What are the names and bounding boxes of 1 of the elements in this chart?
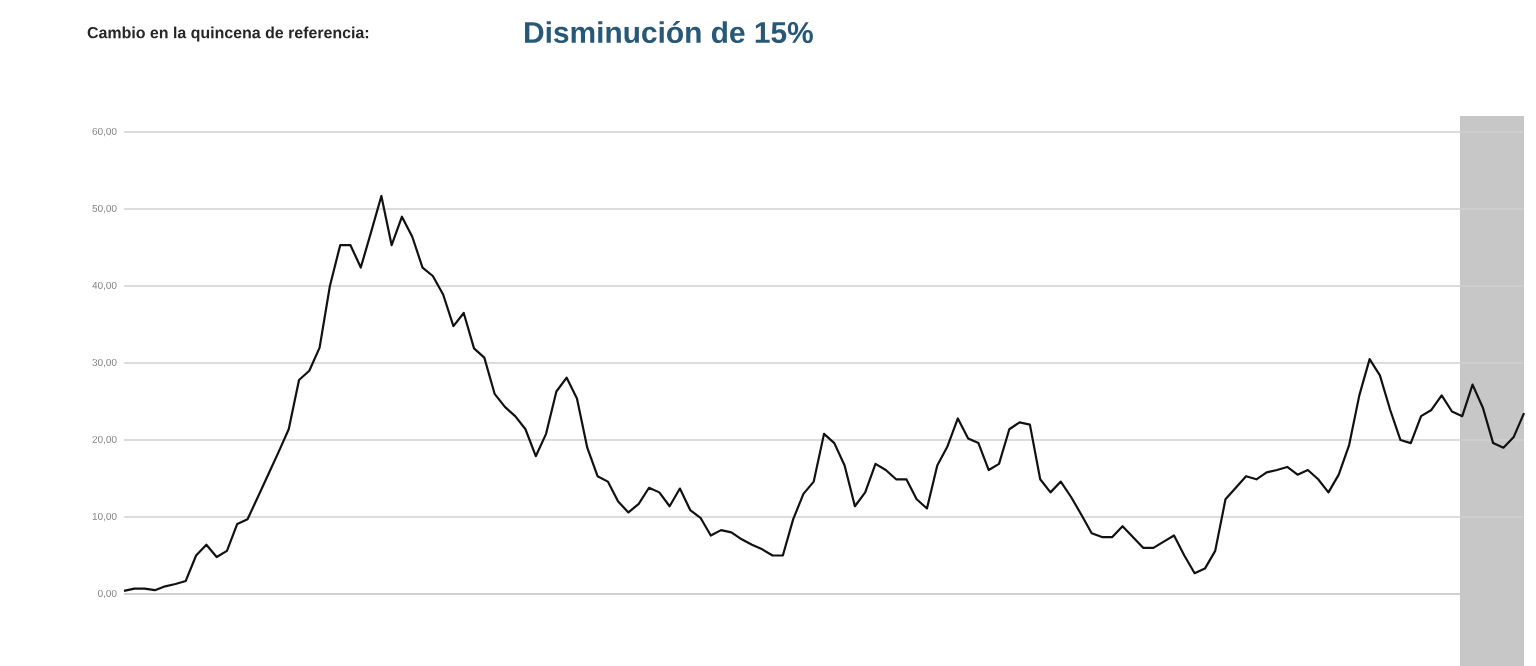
chart-subtitle: Disminución de 15% xyxy=(525,20,813,44)
